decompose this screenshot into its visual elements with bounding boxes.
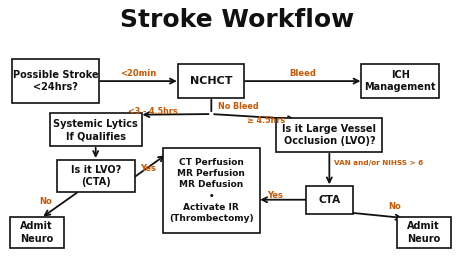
- FancyBboxPatch shape: [163, 148, 260, 233]
- Text: No: No: [388, 202, 401, 211]
- FancyBboxPatch shape: [306, 186, 353, 214]
- FancyBboxPatch shape: [9, 217, 64, 249]
- Text: Is it LVO?
(CTA): Is it LVO? (CTA): [71, 165, 121, 187]
- Text: Admit
Neuro: Admit Neuro: [20, 222, 53, 244]
- Text: Admit
Neuro: Admit Neuro: [407, 222, 440, 244]
- FancyBboxPatch shape: [397, 217, 451, 249]
- Text: ICH
Management: ICH Management: [365, 70, 436, 92]
- FancyBboxPatch shape: [57, 160, 135, 192]
- FancyBboxPatch shape: [12, 59, 99, 103]
- Text: Yes: Yes: [267, 191, 283, 200]
- Text: Systemic Lytics
If Qualifies: Systemic Lytics If Qualifies: [53, 119, 138, 141]
- Text: ≥ 4.5hrs: ≥ 4.5hrs: [246, 116, 285, 125]
- Text: NCHCT: NCHCT: [190, 76, 233, 86]
- Text: <3 - 4.5hrs: <3 - 4.5hrs: [128, 107, 177, 116]
- Text: Stroke Workflow: Stroke Workflow: [120, 8, 355, 33]
- Text: No: No: [40, 197, 53, 206]
- Text: Bleed: Bleed: [289, 69, 316, 78]
- Text: Yes: Yes: [140, 164, 155, 173]
- Text: CTA: CTA: [318, 195, 340, 205]
- FancyBboxPatch shape: [50, 113, 142, 146]
- Text: VAN and/or NIHSS > 6: VAN and/or NIHSS > 6: [334, 160, 424, 166]
- Text: Possible Stroke
<24hrs?: Possible Stroke <24hrs?: [13, 70, 99, 92]
- Text: Is it Large Vessel
Occlusion (LVO)?: Is it Large Vessel Occlusion (LVO)?: [283, 124, 376, 146]
- FancyBboxPatch shape: [276, 118, 383, 152]
- Text: <20min: <20min: [120, 69, 156, 78]
- FancyBboxPatch shape: [361, 64, 439, 98]
- Text: No Bleed: No Bleed: [219, 102, 259, 111]
- Text: CT Perfusion
MR Perfusion
MR Defusion
•
Activate IR
(Thrombectomy): CT Perfusion MR Perfusion MR Defusion • …: [169, 158, 254, 223]
- FancyBboxPatch shape: [178, 64, 245, 98]
